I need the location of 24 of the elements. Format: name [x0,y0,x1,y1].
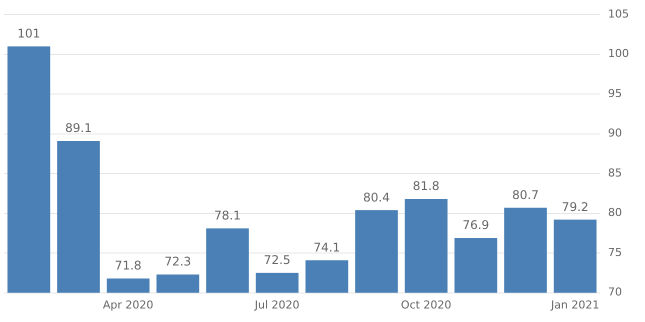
x-tick-label: Apr 2020 [102,298,154,312]
data-label: 79.2 [562,200,589,214]
x-tick-label: Jan 2021 [550,298,600,312]
data-label: 72.3 [164,254,192,269]
data-label: 101 [17,26,40,41]
data-label: 89.1 [65,121,92,136]
data-label: 81.8 [412,179,440,194]
data-label: 80.7 [512,188,539,202]
y-tick-label: 85 [608,166,622,180]
y-tick-label: 95 [608,86,622,100]
data-label: 80.4 [363,190,390,204]
data-label: 71.8 [114,258,142,273]
y-tick-label: 105 [608,7,630,20]
data-label: 78.1 [214,208,241,223]
x-tick-label: Oct 2020 [400,298,452,312]
data-label: 74.1 [313,240,340,254]
y-tick-label: 100 [608,47,630,60]
y-tick-label: 90 [608,126,622,140]
y-tick-label: 75 [608,246,622,259]
x-tick-label: Jul 2020 [254,298,300,312]
y-tick-label: 70 [608,286,622,299]
y-tick-label: 80 [608,206,622,220]
data-label: 72.5 [264,253,291,268]
data-label: 76.9 [462,218,490,232]
